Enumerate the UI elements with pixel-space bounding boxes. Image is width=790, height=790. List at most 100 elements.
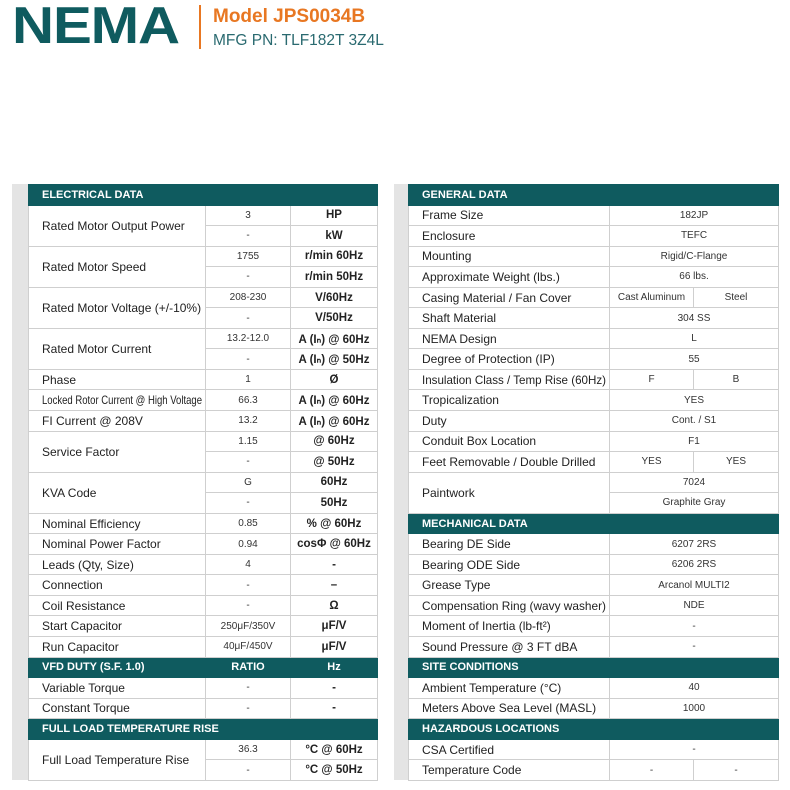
row-label: Degree of Protection (IP): [408, 348, 610, 370]
label-text: Coil Resistance: [42, 598, 126, 613]
row: Sound Pressure @ 3 FT dBA -: [408, 636, 779, 658]
row-label: Service Factor: [28, 430, 206, 473]
value: F: [609, 368, 694, 391]
label-text: Run Capacitor: [42, 639, 119, 654]
row-label: Constant Torque: [28, 697, 206, 720]
section-title: SITE CONDITIONS: [408, 656, 779, 679]
value: 3: [205, 204, 291, 227]
row-label: Meters Above Sea Level (MASL): [408, 697, 610, 720]
row: Rated Motor Output Power 3 HP: [28, 204, 378, 247]
value: 40: [609, 677, 779, 699]
unit: 50Hz: [290, 492, 378, 514]
row-label: Locked Rotor Current @ High Voltage: [28, 389, 206, 412]
label-text: Constant Torque: [42, 701, 130, 716]
side-strip: [12, 184, 28, 780]
section-title: VFD DUTY (S.F. 1.0): [28, 656, 206, 679]
value: NDE: [609, 594, 779, 617]
value: -: [205, 451, 291, 473]
row-label: Nominal Efficiency: [28, 512, 206, 535]
label-text: FI Current @ 208V: [42, 413, 143, 428]
value: -: [205, 697, 291, 720]
row-label: Feet Removable / Double Drilled: [408, 451, 610, 473]
value: -: [609, 636, 779, 658]
row-label: Rated Motor Current: [28, 327, 206, 370]
row: Run Capacitor 40μF/450V μF/V: [28, 636, 378, 658]
section-header: FULL LOAD TEMPERATURE RISE: [28, 718, 378, 740]
row: Constant Torque - -: [28, 697, 378, 720]
row-label: Bearing DE Side: [408, 533, 610, 555]
value: -: [205, 307, 291, 329]
row-label: Mounting: [408, 245, 610, 268]
value: -: [205, 225, 291, 247]
unit: r/min 60Hz: [290, 245, 378, 268]
value: 208-230: [205, 286, 291, 309]
label-text: Nominal Efficiency: [42, 516, 141, 531]
row: Duty Cont. / S1: [408, 410, 779, 432]
label-text: CSA Certified: [422, 742, 495, 757]
value: 0.85: [205, 512, 291, 535]
value: -: [609, 759, 694, 781]
column-header: RATIO: [205, 656, 291, 679]
row: Degree of Protection (IP) 55: [408, 348, 779, 370]
row: Nominal Power Factor 0.94 cosΦ @ 60Hz: [28, 533, 378, 555]
section-title: MECHANICAL DATA: [408, 512, 779, 535]
row-label: FI Current @ 208V: [28, 410, 206, 432]
model: Model JPS0034B: [213, 6, 366, 27]
row: Connection - –: [28, 574, 378, 596]
label-text: Locked Rotor Current @ High Voltage: [42, 393, 202, 408]
section-header: ELECTRICAL DATA: [28, 184, 378, 206]
row: - @ 50Hz: [29, 451, 378, 473]
row: Mounting Rigid/C-Flange: [408, 245, 779, 268]
row-label: Start Capacitor: [28, 615, 206, 638]
value: 66.3: [205, 389, 291, 412]
label-text: Rated Motor Voltage (+/-10%): [42, 300, 202, 315]
label-text: Grease Type: [422, 578, 491, 593]
value: YES: [693, 451, 779, 473]
value: 250μF/350V: [205, 615, 291, 638]
value: 4: [205, 553, 291, 576]
row: Meters Above Sea Level (MASL) 1000: [408, 697, 779, 720]
row: Frame Size 182JP: [408, 204, 779, 227]
logo: NEMA: [12, 0, 180, 55]
unit: A (Iₙ) @ 60Hz: [290, 410, 378, 432]
value: Cont. / S1: [609, 410, 779, 432]
row-label: Insulation Class / Temp Rise (60Hz): [408, 368, 610, 391]
mfg-pn: MFG PN: TLF182T 3Z4L: [213, 32, 384, 49]
label-text: KVA Code: [42, 485, 97, 500]
value: -: [205, 348, 291, 370]
label-text: Compensation Ring (wavy washer): [422, 598, 606, 613]
label-text: Tropicalization: [422, 393, 499, 408]
unit: -: [290, 697, 378, 720]
section-title: GENERAL DATA: [408, 184, 779, 206]
row: -A (Iₙ) @ 50Hz: [29, 348, 378, 370]
row-label: Variable Torque: [28, 677, 206, 699]
label-text: Frame Size: [422, 208, 484, 223]
label-text: Moment of Inertia (lb-ft²): [422, 619, 551, 634]
row: Enclosure TEFC: [408, 225, 779, 247]
row: CSA Certified -: [408, 738, 779, 761]
row-label: Bearing ODE Side: [408, 553, 610, 576]
row-label: Connection: [28, 574, 206, 596]
row-label: Full Load Temperature Rise: [28, 738, 206, 781]
label-text: Approximate Weight (lbs.): [422, 269, 560, 284]
row-label: KVA Code: [28, 471, 206, 514]
label-text: Sound Pressure @ 3 FT dBA: [422, 639, 578, 654]
value: 66 lbs.: [609, 266, 779, 288]
value: 7024: [609, 471, 779, 494]
row-label: Shaft Material: [408, 307, 610, 329]
row-label: Compensation Ring (wavy washer): [408, 594, 610, 617]
label-text: Degree of Protection (IP): [422, 352, 555, 367]
row: NEMA Design L: [408, 327, 779, 350]
unit: r/min 50Hz: [290, 266, 378, 288]
value: -: [205, 594, 291, 617]
label-text: Shaft Material: [422, 311, 497, 326]
value: 1755: [205, 245, 291, 268]
label-text: Ambient Temperature (°C): [422, 680, 562, 695]
section-title: FULL LOAD TEMPERATURE RISE: [28, 718, 378, 740]
row: Variable Torque - -: [28, 677, 378, 699]
section-header: GENERAL DATA: [408, 184, 779, 206]
value: 1000: [609, 697, 779, 720]
value: 1.15: [205, 430, 291, 453]
row: Insulation Class / Temp Rise (60Hz) F B: [408, 368, 779, 391]
value: -: [609, 738, 779, 761]
